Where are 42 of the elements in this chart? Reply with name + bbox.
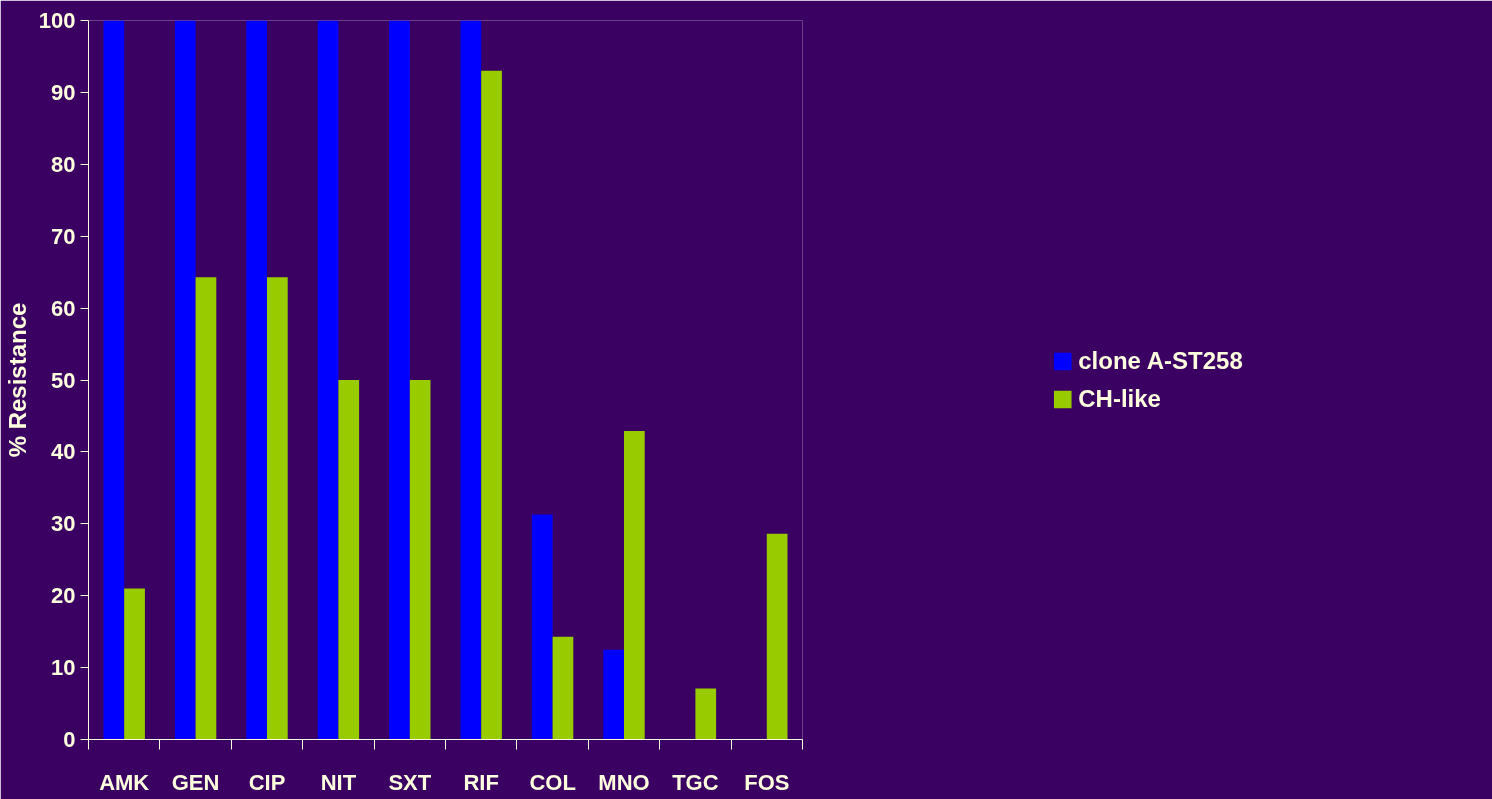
bar [267, 277, 288, 740]
x-tick-label: TGC [672, 769, 719, 795]
bar [531, 514, 553, 740]
x-tick-label: NIT [320, 769, 357, 795]
x-tick-label: RIF [463, 769, 499, 795]
x-tick-label: AMK [99, 769, 150, 795]
bar [317, 20, 339, 740]
bar [409, 380, 431, 740]
bar [552, 636, 574, 740]
bar [766, 533, 788, 740]
bar [389, 20, 410, 740]
y-tick-label: 0 [63, 727, 76, 752]
bar [624, 431, 645, 740]
y-tick-label: 90 [51, 79, 76, 105]
y-tick-label: 40 [51, 439, 76, 465]
bar [124, 588, 145, 740]
bar [195, 277, 217, 740]
y-tick-label: 50 [51, 367, 76, 393]
bar [174, 20, 196, 740]
y-tick-label: 80 [51, 151, 76, 177]
legend-label: CH-like [1078, 384, 1161, 413]
x-tick-label: MNO [598, 769, 650, 795]
bar [460, 20, 482, 740]
y-tick-label: 20 [51, 583, 76, 609]
y-tick-label: 30 [51, 511, 76, 537]
y-tick-label: 60 [51, 295, 76, 321]
y-tick-label: 70 [51, 223, 76, 249]
y-axis-title: % Resistance [3, 302, 31, 458]
x-tick-label: SXT [388, 769, 432, 795]
x-tick-label: CIP [248, 769, 286, 795]
bar [603, 649, 624, 740]
bar [338, 380, 360, 740]
bar [695, 688, 717, 740]
x-tick-label: GEN [171, 769, 220, 795]
y-tick-label: 100 [38, 8, 76, 33]
legend-label: clone A-ST258 [1078, 346, 1243, 375]
x-tick-label: FOS [744, 769, 790, 795]
bar [481, 70, 502, 740]
x-tick-label: COL [529, 769, 576, 795]
y-tick-label: 10 [51, 655, 76, 681]
bar [246, 20, 267, 740]
bar [103, 20, 125, 740]
